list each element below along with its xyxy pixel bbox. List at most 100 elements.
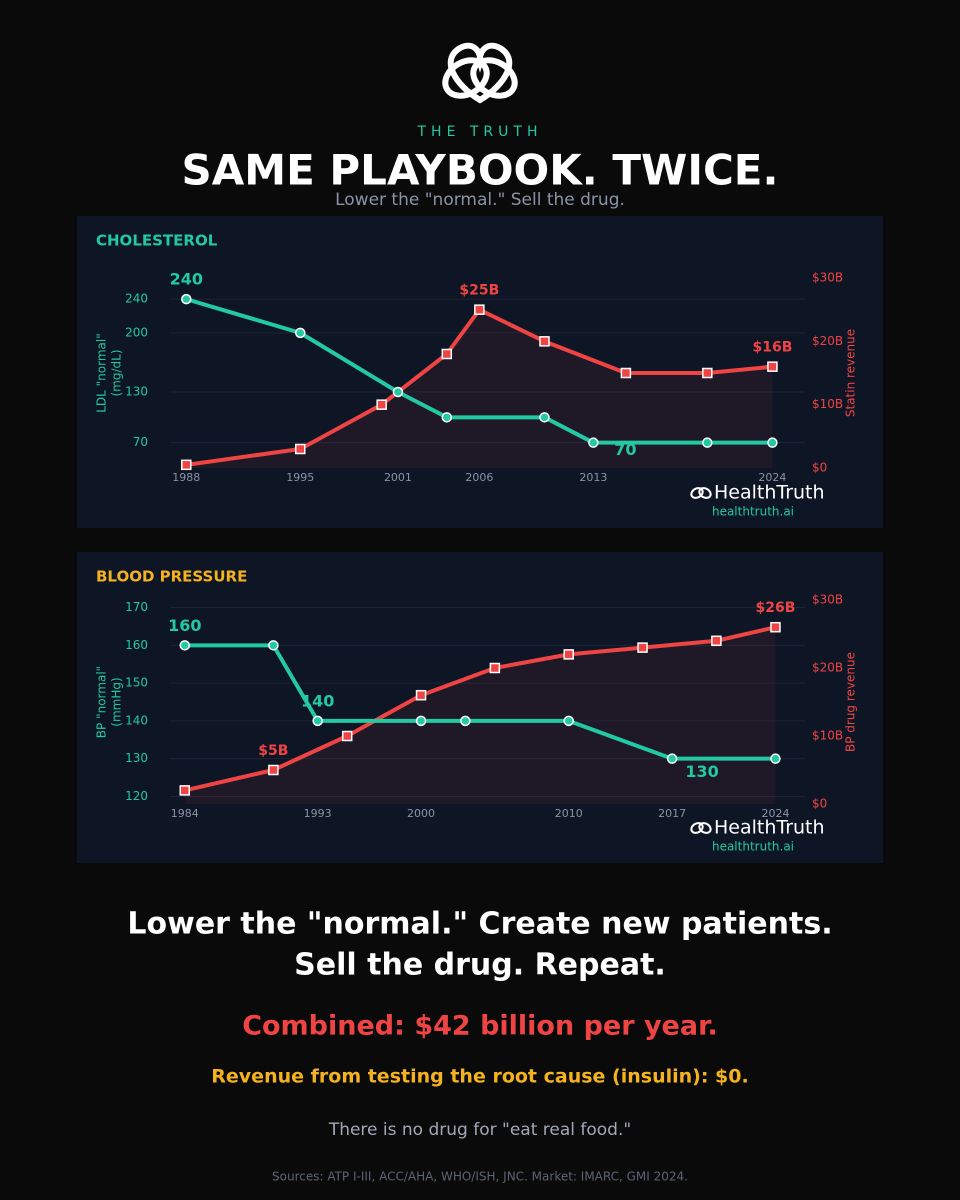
y2-tick-label: $0 bbox=[812, 461, 827, 475]
value-label: $16B bbox=[752, 340, 792, 356]
panel bbox=[77, 216, 883, 528]
marker bbox=[489, 662, 501, 674]
x-tick-label: 1988 bbox=[172, 471, 200, 484]
y-tick-label: 130 bbox=[125, 751, 148, 765]
y-tick-label: 170 bbox=[125, 600, 148, 614]
value-label: 130 bbox=[685, 762, 718, 781]
marker bbox=[376, 399, 387, 410]
marker bbox=[460, 715, 471, 727]
watermark-icon bbox=[690, 822, 712, 834]
closing: There is no drug for "eat real food." bbox=[328, 1120, 631, 1140]
y-axis-label: BP "normal" bbox=[95, 666, 109, 738]
icon-part bbox=[690, 487, 704, 499]
x-tick-label: 1995 bbox=[286, 471, 314, 484]
value-label: 70 bbox=[614, 440, 636, 459]
marker bbox=[441, 348, 453, 360]
marker bbox=[770, 753, 781, 764]
y2-axis-label: Statin revenue bbox=[844, 329, 858, 417]
sources: Sources: ATP I-III, ACC/AHA, WHO/ISH, JN… bbox=[272, 1170, 688, 1184]
icon-part bbox=[698, 487, 712, 499]
line bbox=[184, 643, 776, 761]
marker bbox=[181, 459, 192, 471]
y2-tick-label: $20B bbox=[812, 334, 843, 348]
marker bbox=[767, 437, 778, 448]
marker bbox=[620, 367, 632, 379]
value-label: 140 bbox=[301, 691, 334, 710]
y-axis-label: (mg/dL) bbox=[110, 349, 124, 396]
marker bbox=[563, 715, 574, 727]
x-tick-label: 2024 bbox=[761, 807, 789, 820]
y2-tick-label: $10B bbox=[812, 397, 843, 411]
marker bbox=[415, 689, 427, 701]
marker bbox=[767, 361, 778, 372]
value-label: 160 bbox=[168, 616, 201, 635]
watermark-url: healthtruth.ai bbox=[712, 840, 794, 854]
panel-title: CHOLESTEROL bbox=[96, 232, 218, 250]
marker bbox=[415, 715, 427, 727]
panel bbox=[77, 552, 883, 863]
marker bbox=[341, 730, 353, 742]
area bbox=[184, 627, 776, 804]
x-tick-label: 2013 bbox=[579, 471, 607, 484]
headline: Lower the "normal." Create new patients. bbox=[127, 907, 832, 942]
marker bbox=[181, 293, 192, 305]
y-tick-label: 240 bbox=[125, 292, 148, 306]
marker bbox=[539, 412, 550, 423]
y-tick-label: 200 bbox=[125, 325, 148, 339]
x-tick-label: 2000 bbox=[407, 807, 435, 820]
marker bbox=[770, 621, 781, 633]
marker bbox=[711, 635, 722, 647]
x-tick-label: 2024 bbox=[758, 471, 786, 484]
value-label: $5B bbox=[258, 743, 288, 759]
y2-tick-label: $20B bbox=[812, 661, 843, 675]
marker bbox=[179, 640, 191, 651]
value-label: $25B bbox=[459, 283, 499, 299]
marker bbox=[588, 437, 599, 448]
watermark-brand: HealthTruth bbox=[714, 482, 825, 504]
x-tick-label: 1993 bbox=[304, 807, 332, 820]
marker bbox=[666, 753, 678, 764]
marker bbox=[295, 327, 306, 339]
marker bbox=[268, 764, 279, 776]
marker bbox=[179, 785, 191, 796]
watermark-icon bbox=[690, 487, 712, 499]
y-axis-label: (mmHg) bbox=[110, 677, 124, 726]
y-tick-label: 160 bbox=[125, 638, 148, 652]
x-tick-label: 1984 bbox=[171, 807, 199, 820]
marker bbox=[539, 336, 550, 347]
watermark-brand: HealthTruth bbox=[714, 817, 825, 839]
icon-part bbox=[698, 822, 712, 834]
y-tick-label: 150 bbox=[125, 676, 148, 690]
combined: Combined: $42 billion per year. bbox=[242, 1011, 718, 1042]
panel-title: BLOOD PRESSURE bbox=[96, 568, 247, 586]
y-tick-label: 140 bbox=[125, 713, 148, 727]
marker bbox=[637, 642, 648, 653]
value-label: $26B bbox=[756, 600, 796, 616]
subtitle: Lower the "normal." Sell the drug. bbox=[335, 190, 625, 210]
line bbox=[185, 297, 773, 445]
marker bbox=[295, 443, 306, 455]
icon-part bbox=[690, 822, 704, 834]
y-tick-label: 130 bbox=[125, 385, 148, 399]
y2-tick-label: $30B bbox=[812, 593, 843, 607]
y2-tick-label: $10B bbox=[812, 729, 843, 743]
x-tick-label: 2001 bbox=[384, 471, 412, 484]
logo bbox=[442, 42, 518, 104]
marker bbox=[312, 715, 323, 727]
marker bbox=[474, 304, 485, 315]
x-tick-label: 2017 bbox=[658, 807, 686, 820]
brand: THE TRUTH bbox=[417, 124, 543, 140]
area bbox=[186, 309, 773, 468]
y2-tick-label: $0 bbox=[812, 797, 827, 811]
y2-axis-label: BP drug revenue bbox=[844, 652, 858, 752]
y-axis-label: LDL "normal" bbox=[95, 333, 109, 413]
marker bbox=[563, 649, 574, 660]
marker bbox=[268, 640, 279, 651]
title: SAME PLAYBOOK. TWICE. bbox=[182, 146, 779, 195]
y2-tick-label: $30B bbox=[812, 271, 843, 285]
y-tick-label: 120 bbox=[125, 789, 148, 803]
x-tick-label: 2010 bbox=[555, 807, 583, 820]
y-tick-label: 70 bbox=[133, 435, 148, 449]
value-label: 240 bbox=[170, 270, 203, 289]
